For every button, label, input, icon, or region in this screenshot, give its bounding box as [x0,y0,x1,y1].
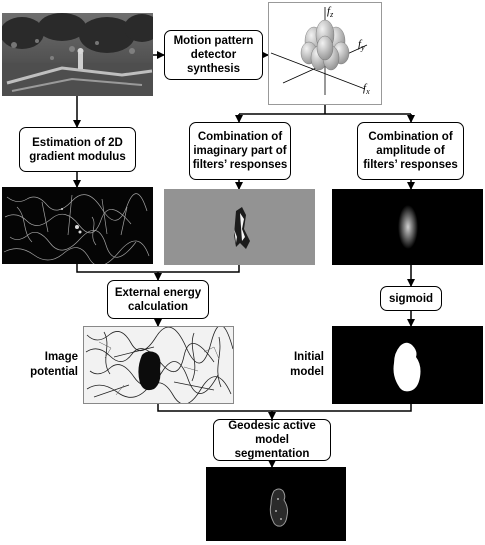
axis-fz-label: f [327,5,332,17]
initial-model-label: Initial model [290,351,324,378]
axis-fx-label: f [363,82,368,94]
motion-filter-3d-plot: fz fy fx [268,2,382,105]
input-video-frame [2,13,153,96]
amplitude-combination-box: Combination of amplitude of filters’ res… [357,122,464,180]
initial-model-image [332,326,483,404]
axis-fy-label: f [358,38,363,50]
imaginary-response-image [164,189,315,265]
svg-text:fy: fy [358,38,365,52]
amplitude-response-image [332,189,483,265]
image-potential-label: Image potential [30,351,78,378]
geodesic-segmentation-box: Geodesic active model segmentation [213,419,331,461]
svg-text:fx: fx [363,82,370,96]
image-potential-image [83,326,234,404]
motion-pattern-box: Motion pattern detector synthesis [164,30,263,80]
svg-text:fz: fz [327,5,334,19]
external-energy-box: External energy calculation [107,280,209,319]
sigmoid-box: sigmoid [380,286,442,311]
imaginary-combination-box: Combination of imaginary part of filters… [189,122,291,180]
gradient-modulus-box: Estimation of 2D gradient modulus [19,127,136,172]
segmentation-result-image [206,467,346,541]
gradient-modulus-image [2,187,153,264]
